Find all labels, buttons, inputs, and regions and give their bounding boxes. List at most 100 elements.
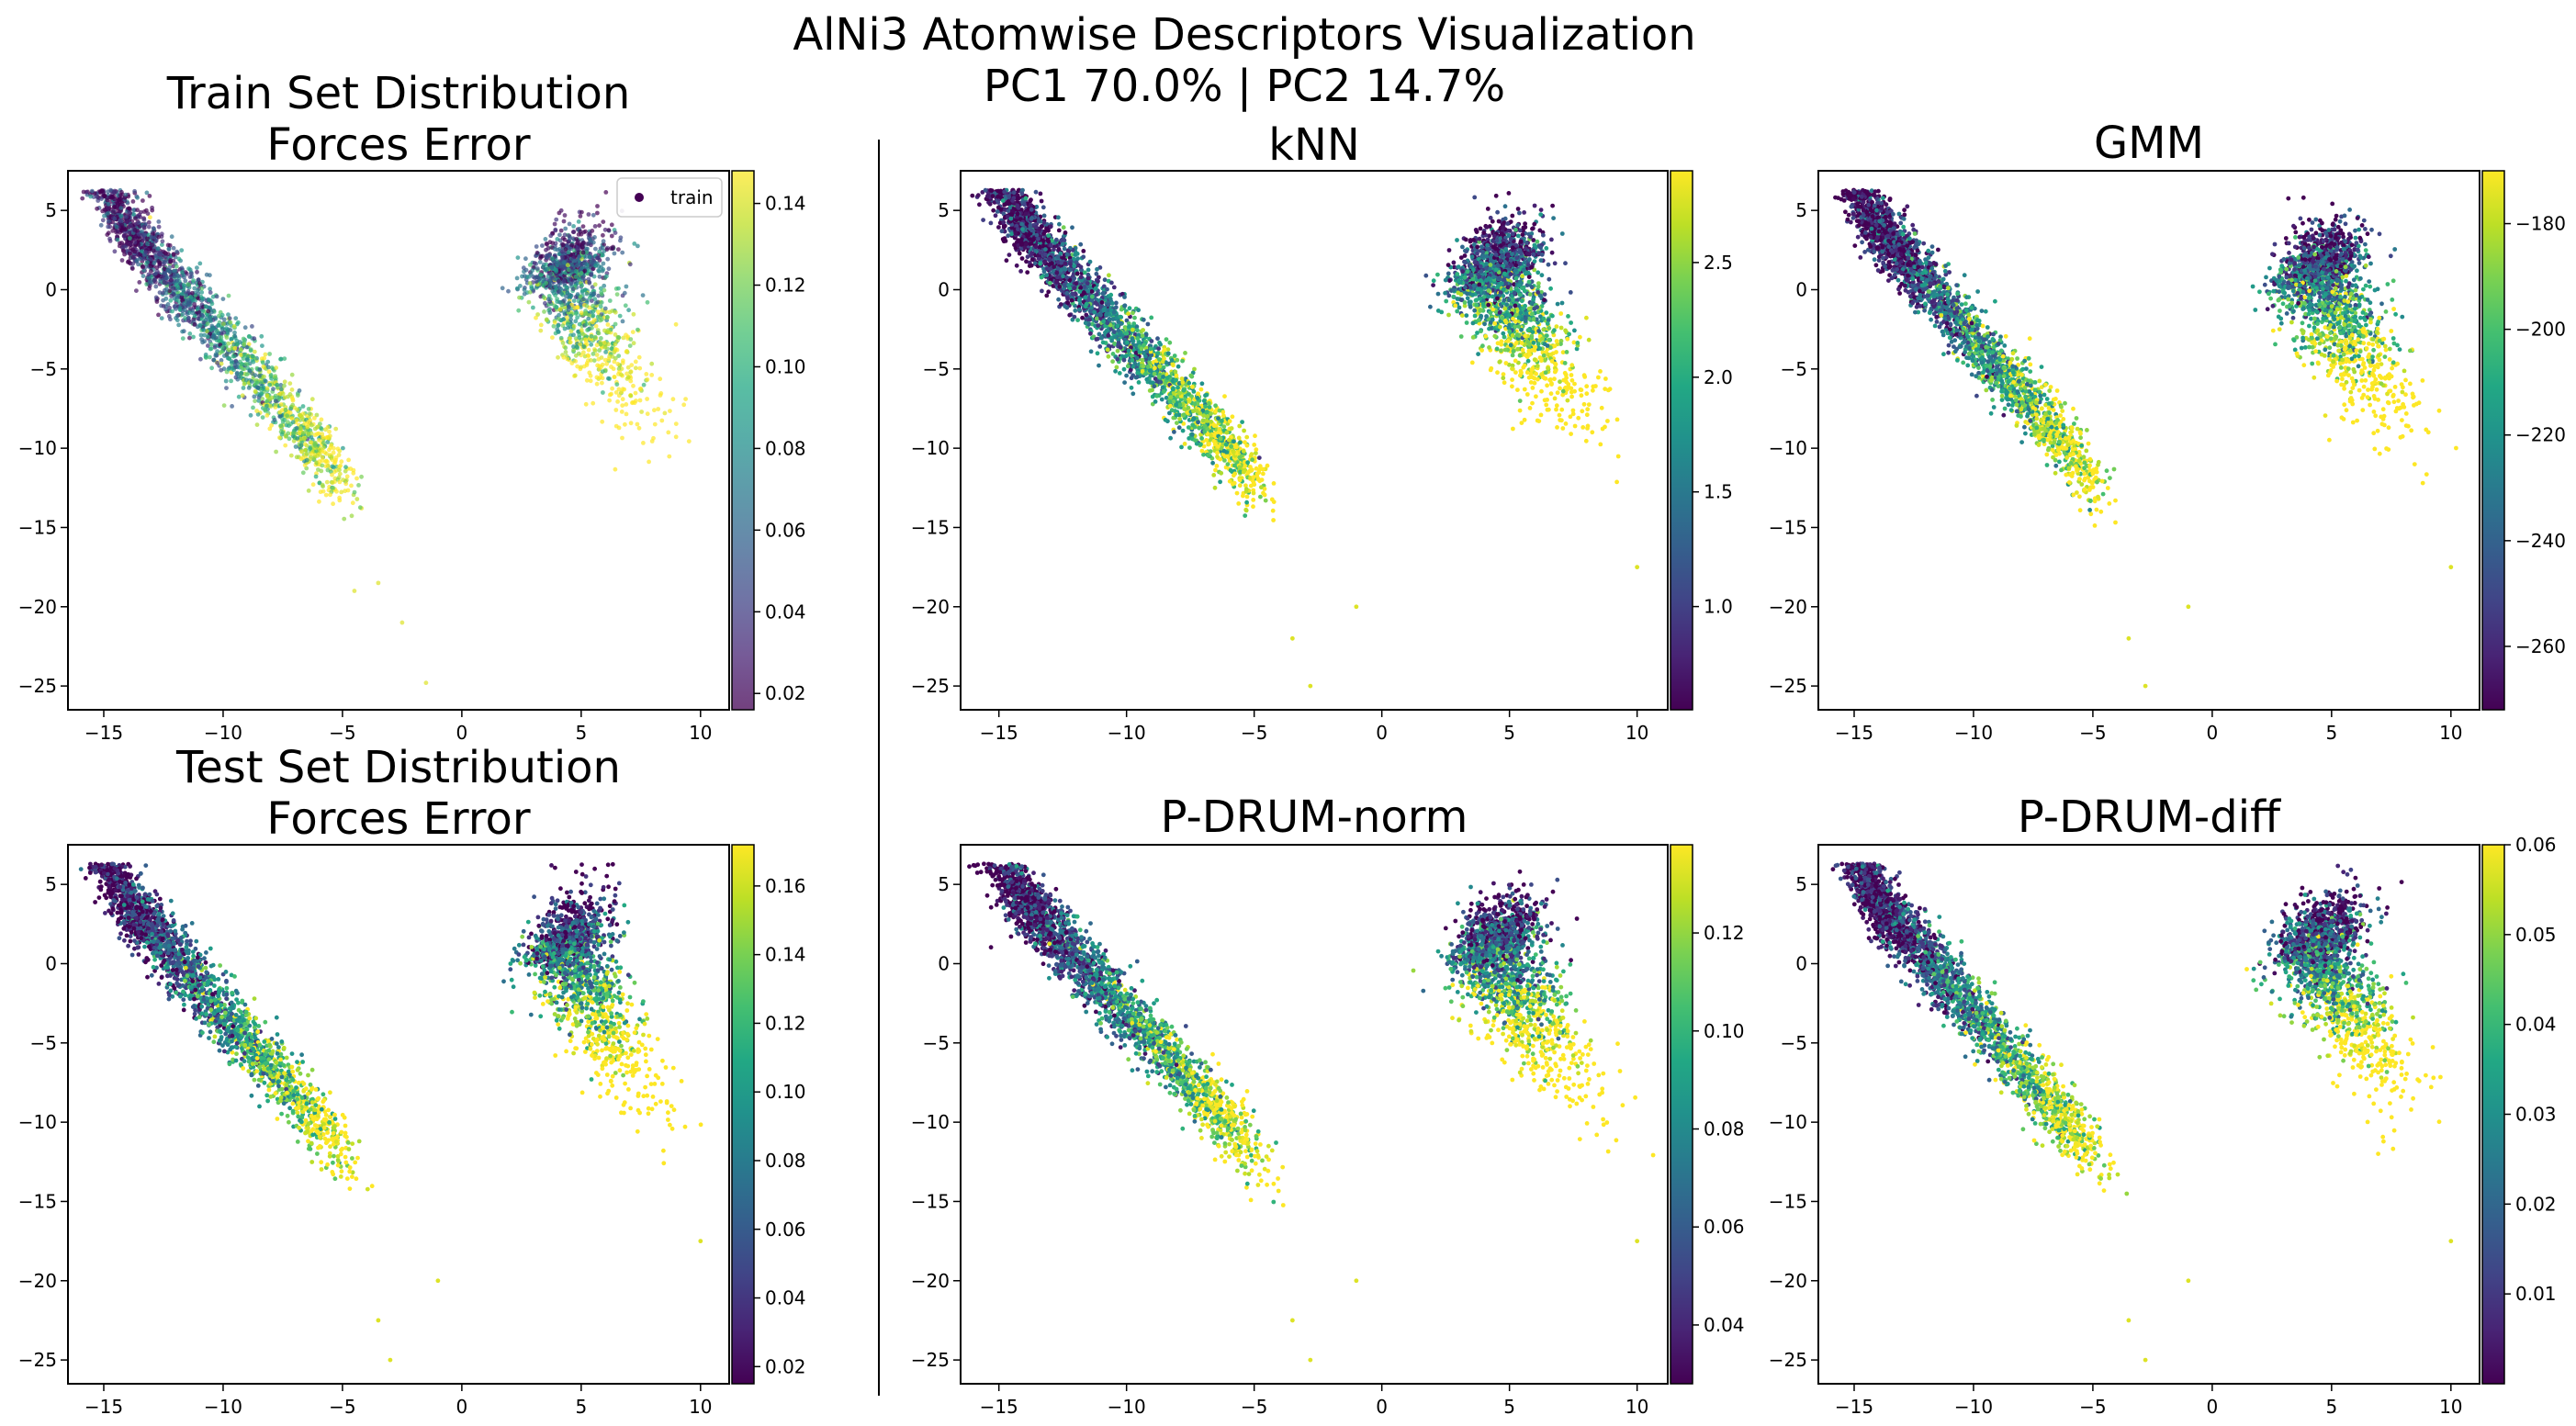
legend-marker [635, 193, 644, 202]
scatter-point [641, 382, 647, 387]
scatter-point [602, 306, 608, 311]
scatter-point [1119, 307, 1124, 312]
scatter-point [1063, 230, 1068, 235]
scatter-point [125, 241, 130, 246]
scatter-point [538, 322, 544, 328]
scatter-point [635, 421, 640, 427]
scatter-point [135, 195, 141, 200]
scatter-point [226, 312, 231, 317]
scatter-point [581, 364, 587, 369]
scatter-point [602, 283, 607, 288]
scatter-point [186, 316, 191, 320]
scatter-point [315, 454, 320, 458]
scatter-point [644, 372, 649, 376]
scatter-point [1088, 331, 1093, 336]
scatter-point [556, 316, 561, 321]
scatter-point [578, 214, 583, 219]
scatter-point [522, 291, 527, 297]
scatter-point [309, 397, 315, 402]
colorbar-tick-label: 0.02 [765, 682, 806, 704]
scatter-point [649, 373, 655, 377]
scatter-point [633, 390, 638, 396]
y-tick-label: 5 [45, 199, 57, 221]
scatter-point [612, 375, 617, 379]
scatter-point [579, 209, 584, 215]
scatter-point [580, 250, 586, 255]
scatter-point [670, 397, 676, 402]
scatter-point [163, 307, 169, 312]
scatter-point [563, 350, 568, 354]
scatter-point [199, 337, 205, 342]
scatter-point [266, 369, 272, 375]
scatter-point [250, 354, 255, 359]
scatter-point [125, 219, 130, 225]
scatter-point [300, 470, 306, 476]
scatter-point [138, 256, 143, 262]
scatter-point [182, 301, 186, 306]
scatter-point [1056, 228, 1062, 233]
scatter-point [228, 320, 233, 325]
scatter-point [190, 310, 196, 316]
scatter-point [242, 353, 247, 357]
scatter-point [1167, 340, 1173, 345]
scatter-point [164, 286, 169, 292]
scatter-point [249, 379, 254, 384]
scatter-point [300, 430, 306, 435]
scatter-point [248, 348, 253, 354]
scatter-point [577, 335, 582, 341]
scatter-point [187, 331, 193, 336]
scatter-point [573, 373, 578, 378]
scatter-point [1180, 428, 1186, 433]
scatter-point [146, 275, 151, 280]
scatter-point [306, 407, 311, 411]
scatter-point [1187, 445, 1192, 450]
x-tick-label: 10 [689, 722, 712, 744]
scatter-point [600, 369, 605, 375]
scatter-point [637, 365, 643, 371]
scatter-point [197, 313, 202, 318]
scatter-point [527, 289, 533, 295]
scatter-point [290, 420, 296, 425]
scatter-point [596, 264, 602, 269]
scatter-point [334, 488, 339, 494]
scatter-point [1004, 258, 1009, 264]
scatter-point [298, 443, 304, 448]
scatter-point [121, 249, 127, 253]
scatter-point [636, 327, 640, 332]
scatter-point [283, 408, 288, 412]
scatter-point [624, 349, 629, 354]
scatter-point [155, 246, 161, 252]
scatter-point [319, 417, 324, 422]
scatter-point [110, 229, 116, 233]
scatter-point [582, 354, 588, 359]
scatter-point [231, 324, 237, 329]
scatter-point [970, 193, 975, 198]
scatter-point [563, 247, 568, 252]
scatter-point [603, 190, 609, 195]
scatter-point [1135, 328, 1140, 333]
scatter-point [220, 297, 226, 301]
y-tick-label: 0 [45, 278, 57, 300]
scatter-point [591, 212, 596, 218]
scatter-point [309, 422, 314, 428]
scatter-point [1198, 432, 1203, 437]
scatter-point [349, 483, 354, 488]
scatter-point [560, 341, 566, 345]
scatter-point [556, 278, 561, 284]
scatter-point [134, 288, 139, 293]
scatter-point [514, 275, 520, 281]
scatter-point [562, 237, 568, 242]
scatter-point [521, 265, 526, 271]
scatter-point [541, 283, 546, 287]
scatter-point [565, 356, 570, 362]
scatter-point [571, 332, 576, 338]
scatter-point [568, 324, 573, 330]
scatter-point [244, 372, 250, 377]
scatter-point [265, 365, 271, 370]
scatter-point [568, 317, 573, 322]
scatter-point [568, 281, 574, 286]
scatter-point [981, 218, 985, 223]
scatter-point [568, 340, 573, 345]
scatter-point [252, 336, 257, 342]
scatter-point [1075, 318, 1080, 322]
